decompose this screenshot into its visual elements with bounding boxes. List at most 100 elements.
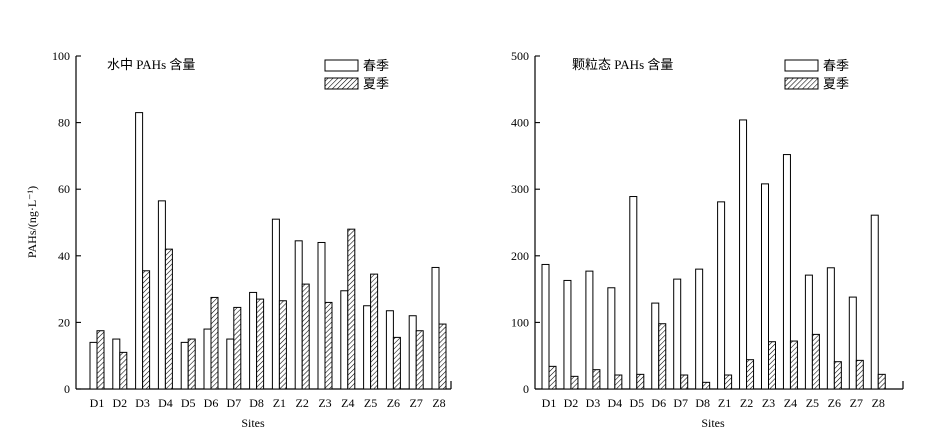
left-legend-label: 夏季 xyxy=(363,76,389,91)
right-bar-spring xyxy=(629,196,638,390)
right-bar-summer xyxy=(570,375,579,390)
left-bar-spring xyxy=(385,310,394,390)
right-x-tick-label: D5 xyxy=(629,396,644,410)
right-bar-summer xyxy=(833,361,842,390)
left-x-tick-label: D4 xyxy=(158,396,173,410)
left-x-tick-label: D2 xyxy=(112,396,127,410)
left-y-tick-label: 60 xyxy=(58,182,70,196)
left-panel-title: 水中 PAHs 含量 xyxy=(107,57,195,72)
right-bar-summer xyxy=(636,373,645,390)
left-bar-summer xyxy=(119,351,128,390)
left-legend-label: 春季 xyxy=(363,58,389,73)
left-bar-spring xyxy=(249,291,258,390)
left-bar-summer xyxy=(187,338,196,390)
right-legend-label: 夏季 xyxy=(823,76,849,91)
left-bar-spring xyxy=(226,338,235,390)
left-bar-spring xyxy=(135,112,144,390)
left-x-tick-label: Z8 xyxy=(432,396,445,410)
right-x-tick-label: Z1 xyxy=(718,396,731,410)
right-x-tick-label: Z8 xyxy=(872,396,885,410)
right-bar-spring xyxy=(651,302,660,390)
left-x-tick-label: Z6 xyxy=(387,396,400,410)
right-bar-spring xyxy=(607,287,616,390)
left-bar-spring xyxy=(294,240,303,390)
left-bar-spring xyxy=(340,290,349,390)
left-bar-summer xyxy=(324,301,333,390)
right-x-tick-label: Z3 xyxy=(762,396,775,410)
right-bar-spring xyxy=(761,183,769,390)
left-x-axis-label: Sites xyxy=(241,416,265,430)
left-x-tick-label: Z1 xyxy=(273,396,286,410)
left-bar-spring xyxy=(157,200,166,390)
right-bar-summer xyxy=(680,374,689,390)
left-bar-summer xyxy=(210,296,219,390)
right-bar-summer xyxy=(724,374,733,390)
left-bar-spring xyxy=(408,315,417,390)
left-y-axis-label: PAHs/(ng·L⁻¹) xyxy=(25,186,39,258)
left-bar-spring xyxy=(431,266,440,390)
right-bar-summer xyxy=(746,359,755,390)
left-x-tick-label: Z3 xyxy=(318,396,331,410)
right-bar-spring xyxy=(695,268,704,390)
left-x-tick-label: Z5 xyxy=(364,396,377,410)
left-bar-summer xyxy=(301,283,310,390)
particulate-pahs-chart: 0 100 200 300 400 500 D1 D2 D3 D4 D5 D6 D7 D8 Z1 Z2 Z3 Z4… xyxy=(511,49,904,410)
right-bar-summer xyxy=(768,341,776,390)
right-bar-summer xyxy=(877,373,886,390)
left-y-tick-label: 0 xyxy=(64,382,70,396)
right-legend-label: 春季 xyxy=(823,58,849,73)
right-bar-spring xyxy=(739,119,748,390)
right-bar-spring xyxy=(826,267,835,390)
right-bar-spring xyxy=(804,274,813,390)
left-bar-spring xyxy=(89,341,98,390)
left-x-tick-label: Z2 xyxy=(296,396,309,410)
right-bar-spring xyxy=(848,296,857,390)
left-bar-summer xyxy=(370,273,379,390)
left-bar-summer xyxy=(96,330,105,390)
right-legend-swatch-spring xyxy=(784,59,819,72)
right-x-tick-label: Z2 xyxy=(740,396,753,410)
right-bar-summer xyxy=(789,340,798,390)
left-x-tick-label: D8 xyxy=(249,396,264,410)
left-bar-spring xyxy=(271,218,280,390)
left-x-tick-label: D1 xyxy=(90,396,105,410)
left-bar-summer xyxy=(438,323,447,390)
right-bar-summer xyxy=(811,333,820,390)
left-x-tick-label: D3 xyxy=(135,396,150,410)
left-x-tick-label: D6 xyxy=(204,396,219,410)
left-bar-summer xyxy=(164,248,173,390)
right-y-tick-label: 0 xyxy=(523,382,529,396)
right-bar-summer xyxy=(548,365,557,390)
left-y-tick-label: 80 xyxy=(58,116,70,130)
right-x-axis-label: Sites xyxy=(701,416,725,430)
right-bar-spring xyxy=(870,214,879,390)
water-pahs-chart: 0 20 40 60 80 100 D1 D2 D3 D4 D5 D6 D7 D8 Z1 Z2 Z3 Z4 Z5 Z6… xyxy=(52,49,452,410)
right-y-tick-label: 200 xyxy=(511,249,529,263)
right-y-tick-label: 400 xyxy=(511,116,529,130)
left-bar-spring xyxy=(112,338,121,390)
right-x-tick-label: Z5 xyxy=(806,396,819,410)
left-legend-swatch-summer xyxy=(324,77,359,90)
right-x-tick-label: D3 xyxy=(586,396,601,410)
left-y-tick-label: 40 xyxy=(58,249,70,263)
right-bar-summer xyxy=(702,381,711,390)
right-bar-spring xyxy=(717,201,726,390)
right-y-tick-label: 300 xyxy=(511,182,529,196)
right-x-tick-label: Z7 xyxy=(850,396,863,410)
left-bar-summer xyxy=(347,228,356,390)
left-bar-spring xyxy=(363,305,372,390)
right-y-tick-label: 100 xyxy=(511,315,529,329)
right-bar-spring xyxy=(541,263,550,390)
right-x-tick-label: D7 xyxy=(673,396,688,410)
right-bar-summer xyxy=(614,374,623,390)
left-bar-summer xyxy=(415,330,424,390)
right-x-tick-label: Z4 xyxy=(784,396,797,410)
right-bar-summer xyxy=(855,359,864,390)
right-legend-swatch-summer xyxy=(784,77,819,90)
left-bar-summer xyxy=(256,298,265,390)
left-bar-spring xyxy=(203,328,212,390)
left-legend-swatch-spring xyxy=(324,59,359,72)
left-y-tick-label: 100 xyxy=(52,49,70,63)
left-bar-spring xyxy=(317,241,326,390)
